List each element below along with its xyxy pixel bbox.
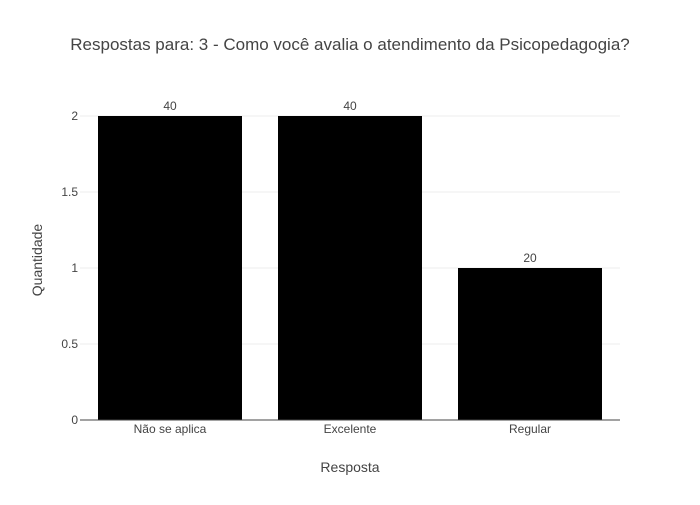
bar <box>98 116 242 420</box>
bar-value-label: 40 <box>163 99 177 113</box>
x-tick-label: Não se aplica <box>134 422 207 436</box>
x-axis-ticks: Não se aplica Excelente Regular <box>134 422 551 436</box>
x-tick-label: Excelente <box>324 422 377 436</box>
bar <box>278 116 422 420</box>
y-axis-ticks: 0 0.5 1 1.5 2 <box>61 109 78 427</box>
y-axis-title: Quantidade <box>29 224 45 297</box>
y-tick-label: 2 <box>71 109 78 123</box>
x-axis-title: Resposta <box>320 459 379 475</box>
y-tick-label: 1.5 <box>61 185 78 199</box>
bars <box>98 116 602 420</box>
chart-title: Respostas para: 3 - Como você avalia o a… <box>70 35 629 54</box>
y-tick-label: 0.5 <box>61 337 78 351</box>
y-tick-label: 0 <box>71 413 78 427</box>
bar-value-label: 40 <box>343 99 357 113</box>
data-labels: 40 40 20 <box>163 99 537 265</box>
bar <box>458 268 602 420</box>
bar-value-label: 20 <box>523 251 537 265</box>
x-tick-label: Regular <box>509 422 551 436</box>
y-tick-label: 1 <box>71 261 78 275</box>
